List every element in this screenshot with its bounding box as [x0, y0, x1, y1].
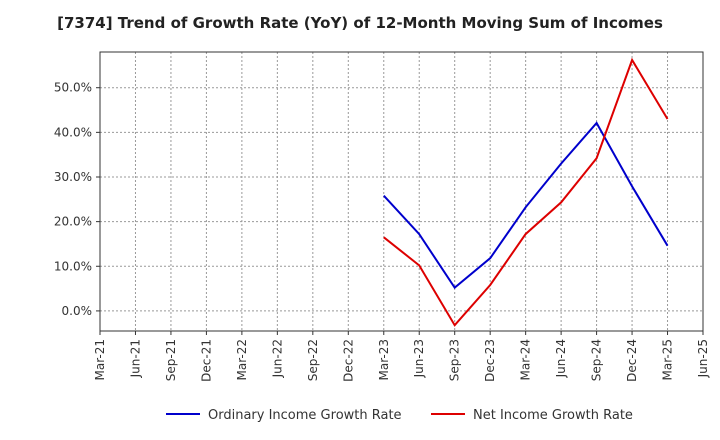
x-tick-label: Mar-22	[235, 339, 249, 380]
legend-label-2: Net Income Growth Rate	[473, 408, 633, 423]
x-tick-label: Sep-22	[306, 339, 320, 381]
x-tick-label: Mar-24	[519, 339, 533, 380]
y-tick-label: 30.0%	[54, 170, 92, 184]
x-tick-label: Sep-24	[590, 339, 604, 381]
x-tick-label: Dec-22	[341, 339, 355, 382]
x-tick-label: Jun-22	[270, 339, 284, 378]
x-tick-label: Dec-21	[199, 339, 213, 382]
x-tick-label: Dec-23	[483, 339, 497, 382]
chart-title: [7374] Trend of Growth Rate (YoY) of 12-…	[57, 14, 663, 32]
x-tick-label: Sep-23	[448, 339, 462, 381]
x-tick-label: Mar-25	[661, 339, 675, 380]
x-tick-label: Sep-21	[164, 339, 178, 381]
y-tick-label: 0.0%	[62, 304, 93, 318]
y-tick-label: 20.0%	[54, 215, 92, 229]
y-tick-label: 40.0%	[54, 125, 92, 139]
x-tick-label: Mar-23	[377, 339, 391, 380]
x-tick-label: Mar-21	[93, 339, 107, 380]
x-tick-label: Jun-21	[128, 339, 142, 378]
plot-area	[100, 52, 703, 331]
plot-border	[99, 51, 704, 332]
x-tick-label: Jun-25	[696, 339, 710, 378]
legend-label-1: Ordinary Income Growth Rate	[208, 408, 402, 423]
x-tick-label: Jun-23	[412, 339, 426, 378]
x-tick-label: Jun-24	[554, 339, 568, 378]
y-tick-label: 10.0%	[54, 259, 92, 273]
x-tick-label: Dec-24	[625, 339, 639, 382]
y-tick-label: 50.0%	[54, 81, 92, 95]
